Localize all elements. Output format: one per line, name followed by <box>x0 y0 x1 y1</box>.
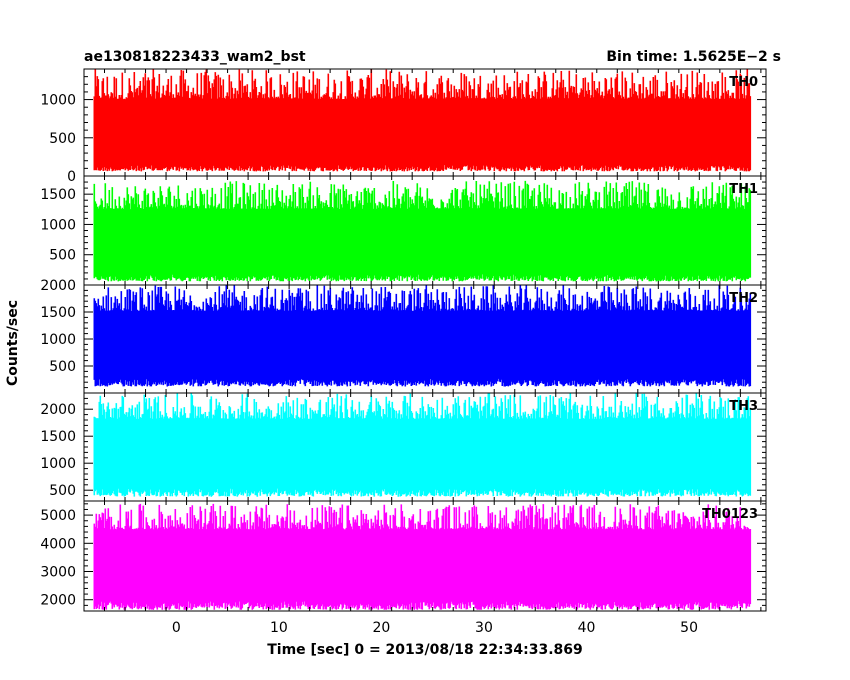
panel-frame <box>83 500 767 612</box>
y-tick-label: 1500 <box>40 305 76 321</box>
bin-time-label: Bin time: 1.5625E−2 s <box>606 49 781 65</box>
y-tick-label: 2000 <box>40 593 76 609</box>
y-tick-label: 500 <box>49 359 76 375</box>
y-tick-label: 1000 <box>40 93 76 109</box>
x-tick-label: 50 <box>680 620 698 636</box>
panel-label: TH0123 <box>702 507 758 522</box>
y-tick-label: 1000 <box>40 217 76 233</box>
x-tick-label: 0 <box>172 620 181 636</box>
series-core-th1 <box>94 221 751 266</box>
panel-label: TH0 <box>729 75 758 90</box>
y-tick-label: 2000 <box>40 402 76 418</box>
y-tick-label: 4000 <box>40 536 76 552</box>
series-core-th0123 <box>94 538 751 583</box>
chart-title: ae130818223433_wam2_bst <box>84 49 306 65</box>
y-axis-label: Counts/sec <box>5 300 21 386</box>
panel-th3: 500 1000 1500 2000 TH3 <box>40 392 767 502</box>
x-axis: 0 10 20 30 40 50 <box>172 620 698 636</box>
y-tick-label: 0 <box>67 169 76 185</box>
panel-label: TH1 <box>729 182 758 197</box>
panel-th2: 500 1000 1500 2000 TH2 <box>40 278 767 394</box>
y-tick-label: 1000 <box>40 332 76 348</box>
panel-th0: 0 500 1000 TH0 <box>40 68 767 185</box>
y-tick-label: 500 <box>49 131 76 147</box>
x-tick-label: 30 <box>475 620 493 636</box>
x-tick-label: 10 <box>270 620 288 636</box>
y-tick-label: 1500 <box>40 187 76 203</box>
panel-th0123: 2000 3000 4000 5000 TH0123 <box>40 500 767 612</box>
y-tick-label: 3000 <box>40 565 76 581</box>
x-axis-label: Time [sec] 0 = 2013/08/18 22:34:33.869 <box>267 642 583 658</box>
y-tick-label: 500 <box>49 483 76 499</box>
series-core-th0 <box>94 113 751 157</box>
panel-label: TH2 <box>729 291 758 306</box>
panels-group: 0 500 1000 TH0 500 1000 1500 TH1 500 1000 1500 2000… <box>40 68 767 612</box>
x-tick-label: 20 <box>372 620 390 636</box>
y-tick-label: 2000 <box>40 278 76 294</box>
series-core-th2 <box>94 320 751 365</box>
y-tick-label: 1000 <box>40 456 76 472</box>
y-tick-label: 5000 <box>40 508 76 524</box>
series-core-th3 <box>94 428 751 473</box>
x-tick-label: 40 <box>578 620 596 636</box>
panel-th1: 500 1000 1500 TH1 <box>40 175 767 286</box>
panel-label: TH3 <box>729 399 758 414</box>
y-tick-label: 500 <box>49 248 76 264</box>
y-tick-label: 1500 <box>40 429 76 445</box>
